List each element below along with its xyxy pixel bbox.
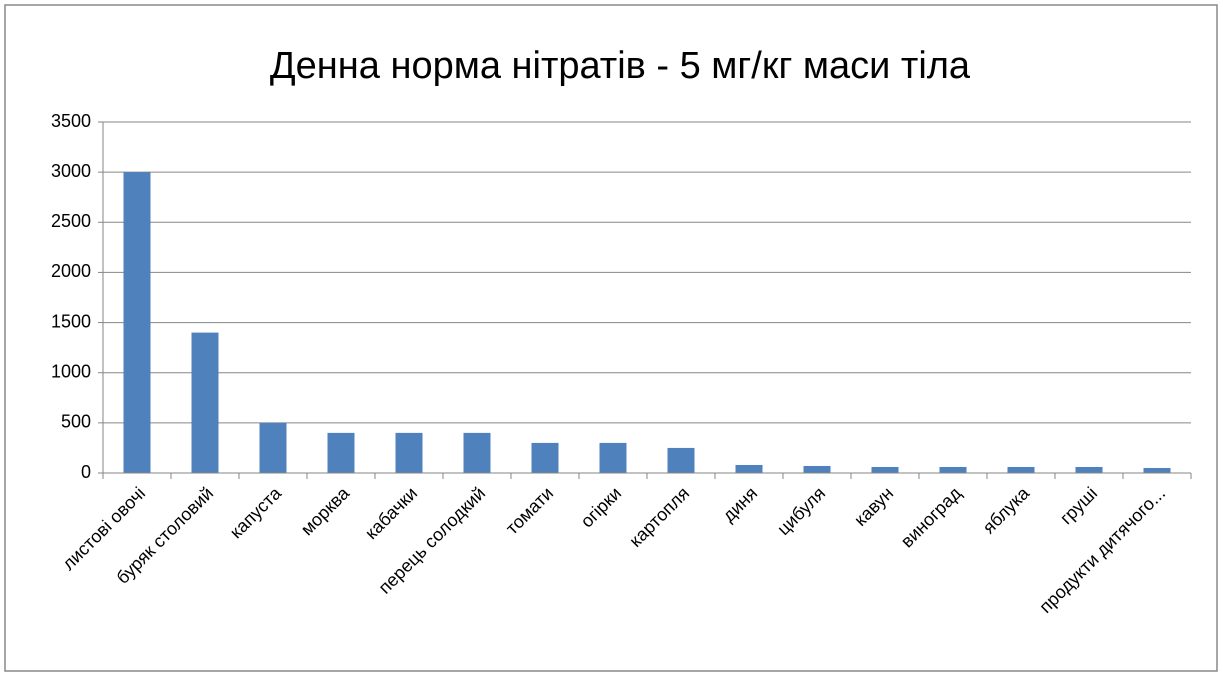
bar (531, 442, 559, 473)
bar (939, 466, 967, 473)
bar (735, 464, 763, 473)
y-tick-label: 1500 (51, 311, 91, 331)
bar (871, 466, 899, 473)
bar (1143, 467, 1171, 473)
bar (1075, 466, 1103, 473)
bar (395, 432, 423, 473)
y-tick-label: 1000 (51, 361, 91, 381)
bar (463, 432, 491, 473)
bar (1007, 466, 1035, 473)
bar (327, 432, 355, 473)
y-tick-label: 2000 (51, 261, 91, 281)
y-tick-label: 3000 (51, 161, 91, 181)
bar (191, 332, 219, 473)
bar (667, 447, 695, 473)
chart-title: Денна норма нітратів - 5 мг/кг маси тіла (270, 45, 971, 87)
y-tick-label: 2500 (51, 211, 91, 231)
y-tick-label: 500 (61, 412, 91, 432)
chart-border (4, 4, 1218, 672)
y-tick-label: 3500 (51, 111, 91, 131)
bar (803, 465, 831, 473)
bar (599, 442, 627, 473)
bar (259, 422, 287, 473)
bar (123, 172, 151, 473)
y-tick-label: 0 (81, 462, 91, 482)
